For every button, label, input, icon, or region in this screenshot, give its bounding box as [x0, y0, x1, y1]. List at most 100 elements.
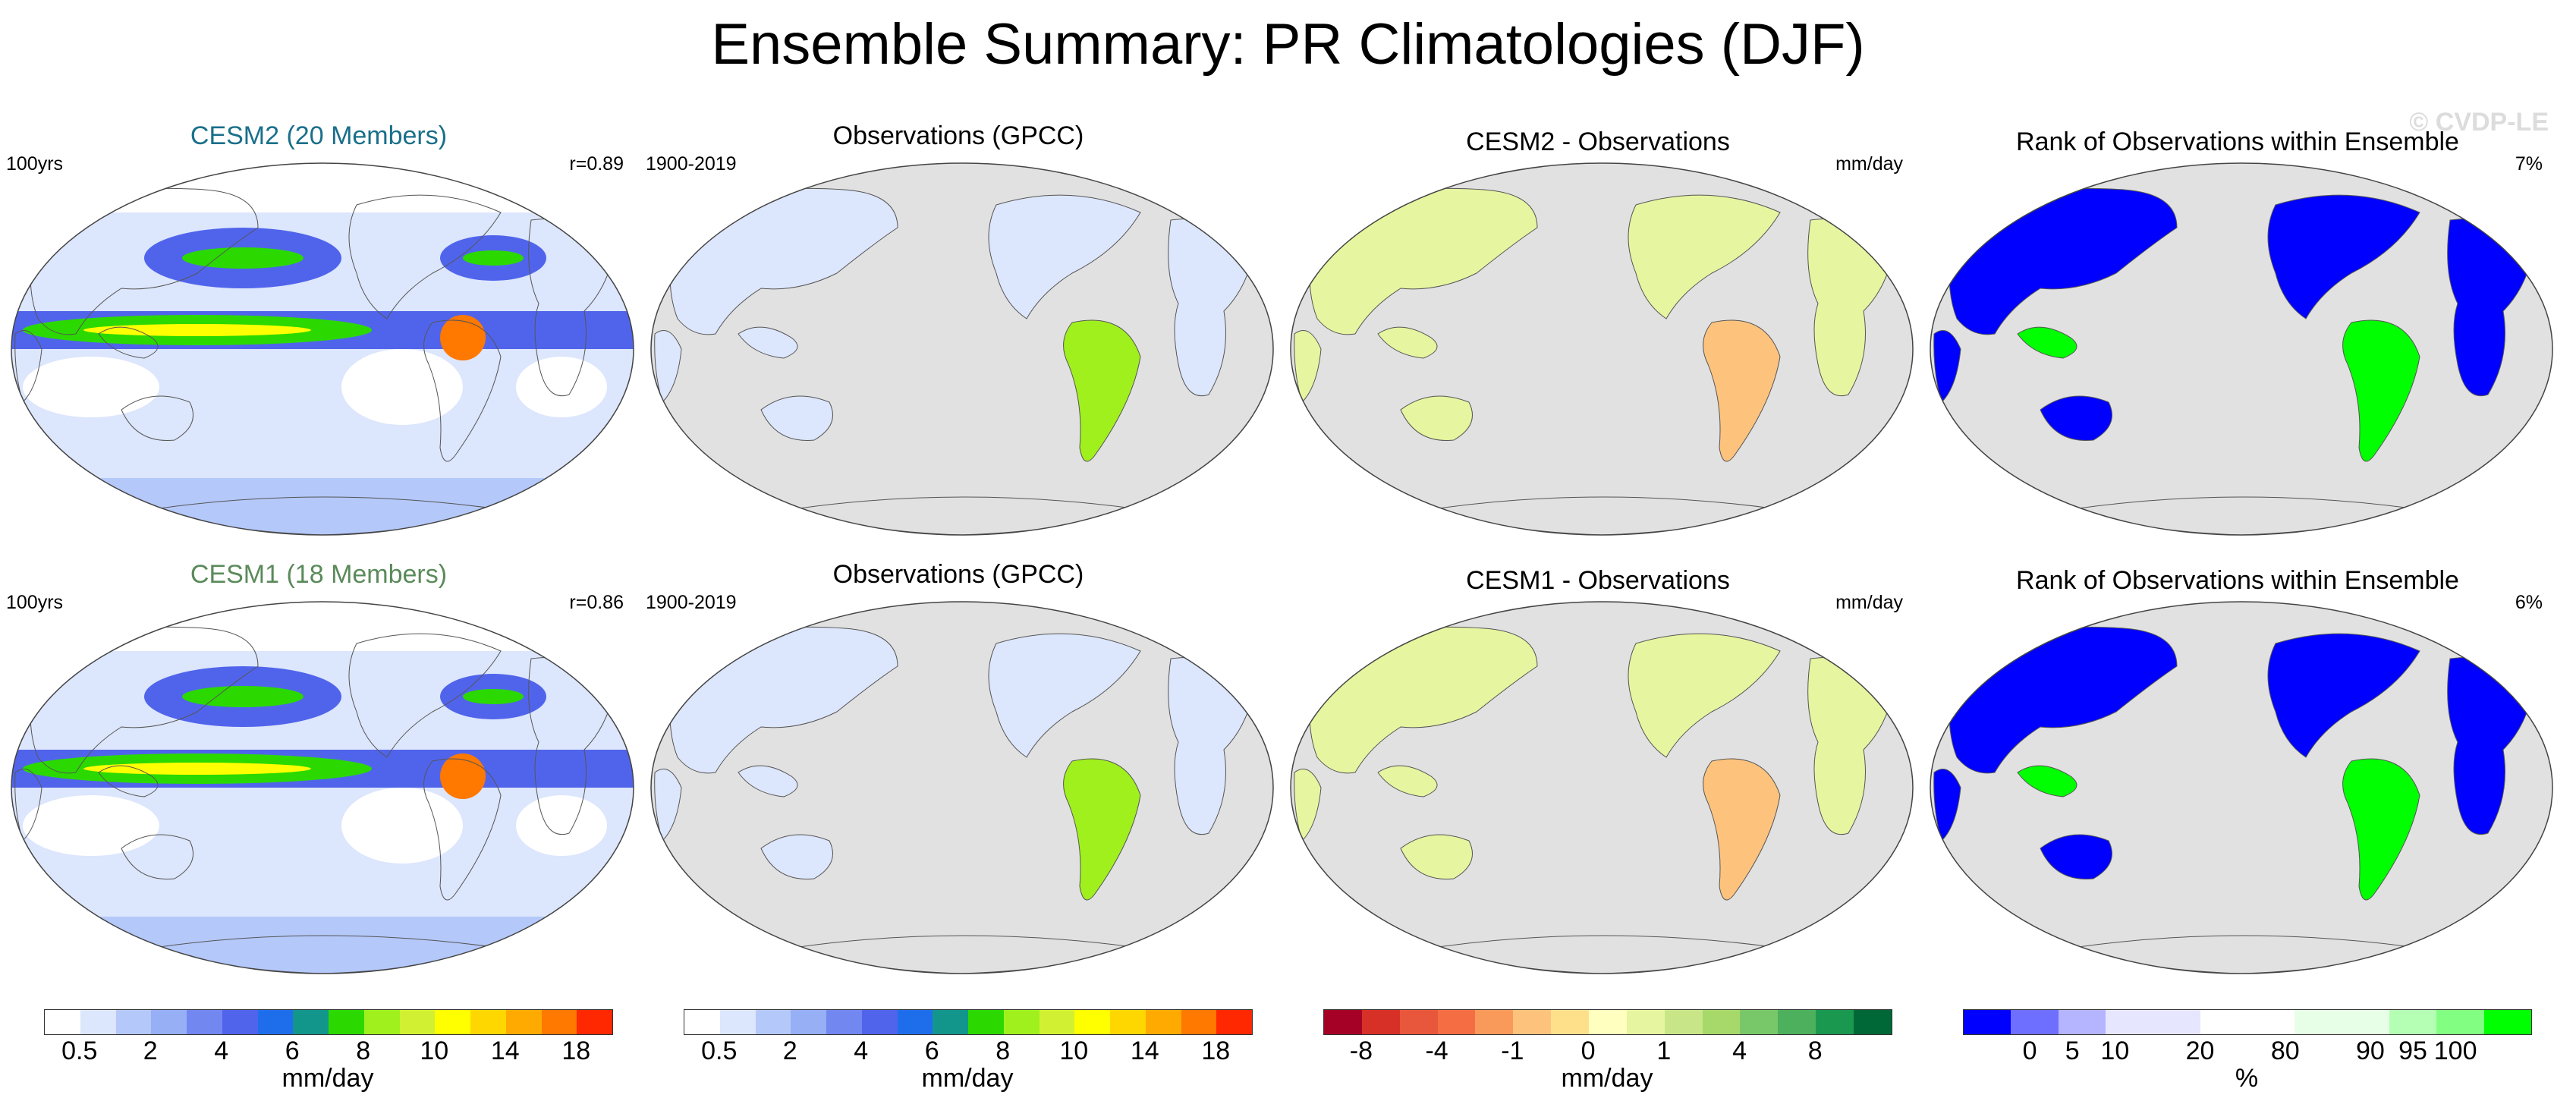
- colorbar-tick-label: 0.5: [61, 1037, 98, 1065]
- map-frame: [11, 162, 634, 536]
- colorbar-swatch: [1399, 1010, 1438, 1034]
- colorbar-swatch: [1181, 1010, 1217, 1034]
- map-frame: [1930, 162, 2553, 536]
- colorbar-tick-label: 2: [143, 1037, 158, 1065]
- colorbar-swatch: [1110, 1010, 1146, 1034]
- map-cesm1-climatology: [11, 601, 634, 974]
- map-field: [1291, 602, 1913, 974]
- continent-outline: [1063, 319, 1141, 462]
- colorbar-tick-label: 0: [2022, 1037, 2037, 1065]
- colorbar-swatch: [1039, 1010, 1075, 1034]
- colorbar-swatch: [1626, 1010, 1665, 1034]
- panel-correlation: r=0.89: [569, 153, 624, 175]
- continent-outline: [654, 769, 682, 842]
- continent-outline: [1294, 330, 1322, 403]
- map-rank-cesm2: [1930, 162, 2553, 536]
- colorbar-tick-label: -1: [1501, 1037, 1524, 1065]
- colorbar-tick-label: 6: [285, 1037, 300, 1065]
- colorbar-swatch: [1964, 1010, 2011, 1034]
- colorbar-swatch: [257, 1010, 294, 1034]
- colorbar-swatch: [2058, 1010, 2106, 1034]
- continent-outline: [423, 758, 502, 901]
- colorbar-precip-model: 0.5 2 4 6 8 10 14 18 mm/day: [44, 1009, 613, 1100]
- colorbar-swatch: [435, 1010, 470, 1034]
- colorbar-tick-label: 95: [2398, 1037, 2427, 1065]
- colorbar-swatch: [933, 1010, 968, 1034]
- colorbar-tick-label: 10: [1059, 1037, 1089, 1065]
- map-cesm1-minus-obs: [1290, 601, 1914, 974]
- continent-outline: [98, 765, 159, 798]
- panel-rank-cesm1: Rank of Observations within Ensemble 6%: [1919, 545, 2556, 993]
- colorbar-swatch: [1816, 1010, 1854, 1034]
- colorbar-tick-label: 8: [1807, 1037, 1823, 1065]
- continent-outline: [1628, 194, 1781, 319]
- colorbar-precip-obs: 0.5 2 4 6 8 10 14 18 mm/day: [684, 1009, 1253, 1100]
- continent-outline: [1377, 326, 1438, 359]
- colorbar-tick-label: 14: [1130, 1037, 1159, 1065]
- continent-outline: [98, 326, 159, 359]
- colorbar-unit-label: mm/day: [1561, 1064, 1653, 1093]
- continent-outline: [1437, 935, 1773, 974]
- panel-cesm2-minus-obs: CESM2 - Observations mm/day: [1279, 106, 1917, 554]
- dry-subtropics: [23, 357, 159, 417]
- colorbar-tick-label: 18: [561, 1037, 591, 1065]
- colorbar-tick-label: 18: [1201, 1037, 1231, 1065]
- colorbar-swatch: [826, 1010, 862, 1034]
- colorbar-swatch: [1361, 1010, 1400, 1034]
- colorbar-swatch: [45, 1010, 80, 1034]
- colorbar-swatch: [1702, 1010, 1741, 1034]
- colorbar-swatch: [791, 1010, 826, 1034]
- colorbar-tick-label: 10: [420, 1037, 449, 1065]
- colorbar-tick-label: 4: [854, 1037, 869, 1065]
- continent-outline: [1400, 834, 1473, 879]
- colorbar-swatch: [80, 1010, 116, 1034]
- dry-polar-band: [11, 602, 634, 651]
- continent-outline: [2077, 496, 2413, 535]
- colorbar-swatch: [399, 1010, 436, 1034]
- colorbar-swatch: [293, 1010, 329, 1034]
- storm-track-atlantic-core: [463, 250, 524, 266]
- map-cesm2-climatology: [11, 162, 634, 536]
- continent-outline: [1628, 633, 1781, 758]
- map-frame: [1290, 162, 1914, 536]
- continent-outline: [2077, 935, 2413, 974]
- colorbar-tick-label: -8: [1349, 1037, 1373, 1065]
- continent-outline: [2040, 834, 2112, 879]
- colorbar-swatch: [968, 1010, 1004, 1034]
- panel-units: mm/day: [1835, 153, 1903, 175]
- map-frame: [1930, 601, 2553, 974]
- continent-outline: [1400, 395, 1473, 441]
- colorbar-swatch: [2389, 1010, 2437, 1034]
- colorbar-swatch: [1475, 1010, 1514, 1034]
- continent-outline: [423, 319, 502, 462]
- panel-units: mm/day: [1835, 592, 1903, 613]
- amazon-max: [440, 315, 486, 360]
- map-frame: [1290, 601, 1914, 974]
- map-frame: [650, 162, 1274, 536]
- continent-outline: [2342, 319, 2420, 462]
- colorbar-unit-label: %: [2235, 1064, 2259, 1093]
- colorbar-tick-label: 6: [924, 1037, 939, 1065]
- colorbar-swatch: [1216, 1010, 1252, 1034]
- dry-polar-band: [11, 163, 634, 212]
- continent-outline: [121, 395, 193, 441]
- figure-title: Ensemble Summary: PR Climatologies (DJF): [711, 12, 1865, 77]
- panel-period: 1900-2019: [646, 153, 737, 175]
- colorbar-swatch: [2436, 1010, 2484, 1034]
- colorbar-swatch: [151, 1010, 187, 1034]
- map-frame: [650, 601, 1274, 974]
- colorbar-tick-label: 10: [2100, 1037, 2130, 1065]
- continent-outline: [2267, 194, 2420, 319]
- colorbar-swatch: [187, 1010, 222, 1034]
- colorbar-tick-label: 0: [1581, 1037, 1596, 1065]
- colorbar-swatch: [2153, 1010, 2200, 1034]
- panel-title: CESM1 - Observations: [1466, 566, 1730, 595]
- colorbar-swatch: [1145, 1010, 1181, 1034]
- continent-outline: [760, 834, 833, 879]
- colorbar-tick-label: 8: [995, 1037, 1011, 1065]
- colorbar-tick-label: -4: [1425, 1037, 1448, 1065]
- panel-period: 1900-2019: [646, 592, 737, 613]
- panel-cesm2-climatology: CESM2 (20 Members) 100yrs r=0.89: [0, 106, 637, 554]
- colorbar-swatch: [2200, 1010, 2247, 1034]
- continent-outline: [1933, 769, 1961, 842]
